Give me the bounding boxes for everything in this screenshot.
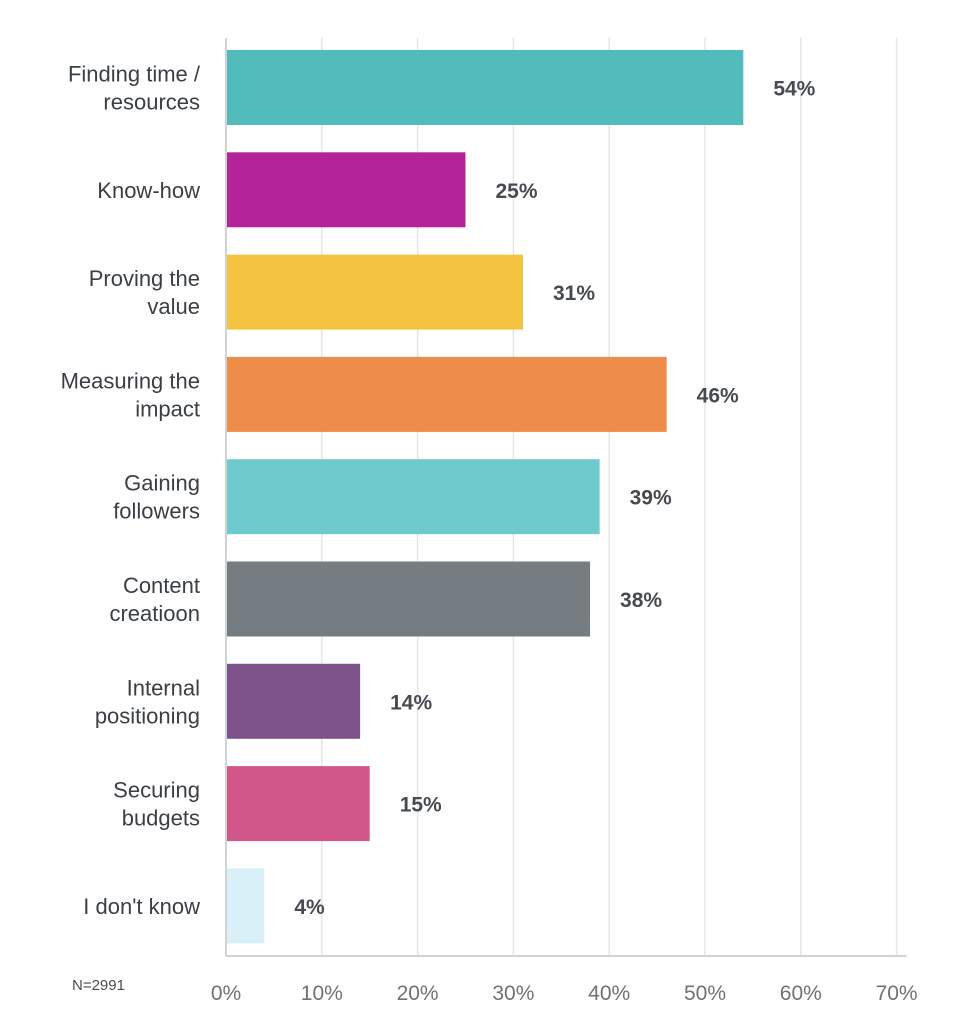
bar <box>227 50 744 125</box>
sample-size-note: N=2991 <box>72 977 125 994</box>
x-tick-label: 50% <box>684 982 726 1005</box>
bar <box>227 868 265 944</box>
x-axis: 0% 10% 20% 30% 40% 50% 60% 70% <box>211 38 918 1005</box>
bar <box>227 766 370 842</box>
data-label: 25% <box>496 180 538 203</box>
x-tick-label: 10% <box>301 982 343 1005</box>
category-label: I don't know <box>83 894 200 919</box>
x-tick-label: 70% <box>876 982 918 1005</box>
category-label: Internal <box>127 675 200 700</box>
category-label: positioning <box>95 703 200 728</box>
category-label: Measuring the <box>61 368 200 393</box>
data-label: 54% <box>773 78 815 101</box>
value-labels: 54% 25% 31% 46% 39% 38% 14% 15% 4% <box>294 78 815 919</box>
category-label: impact <box>135 396 200 421</box>
category-label: Finding time / <box>68 62 201 87</box>
data-label: 31% <box>553 282 595 305</box>
category-label: budgets <box>122 806 200 831</box>
data-label: 46% <box>697 384 739 407</box>
category-label: Securing <box>113 778 200 803</box>
x-tick-label: 20% <box>397 982 439 1005</box>
category-label: followers <box>113 499 200 524</box>
category-label: Content <box>123 573 200 598</box>
data-label: 15% <box>400 794 442 817</box>
x-tick-label: 60% <box>780 982 822 1005</box>
data-label: 14% <box>390 691 432 714</box>
category-label: Know-how <box>97 178 200 203</box>
x-tick-label: 30% <box>492 982 534 1005</box>
bar <box>227 152 466 228</box>
x-tick-label: 40% <box>588 982 630 1005</box>
bar <box>227 561 591 637</box>
category-labels: Finding time / resources Know-how Proving t… <box>61 62 201 919</box>
data-label: 38% <box>620 589 662 612</box>
data-label: 39% <box>630 487 672 510</box>
bar <box>227 356 667 432</box>
category-label: creatioon <box>109 601 200 626</box>
category-label: Proving the <box>89 266 200 291</box>
bar <box>227 459 600 535</box>
bars <box>227 50 744 944</box>
category-label: Gaining <box>124 471 200 496</box>
x-tick-label: 0% <box>211 982 241 1005</box>
data-label: 4% <box>294 896 325 919</box>
bar <box>227 254 523 330</box>
bar <box>227 663 361 739</box>
category-label: resources <box>103 90 200 115</box>
category-label: value <box>147 294 200 319</box>
